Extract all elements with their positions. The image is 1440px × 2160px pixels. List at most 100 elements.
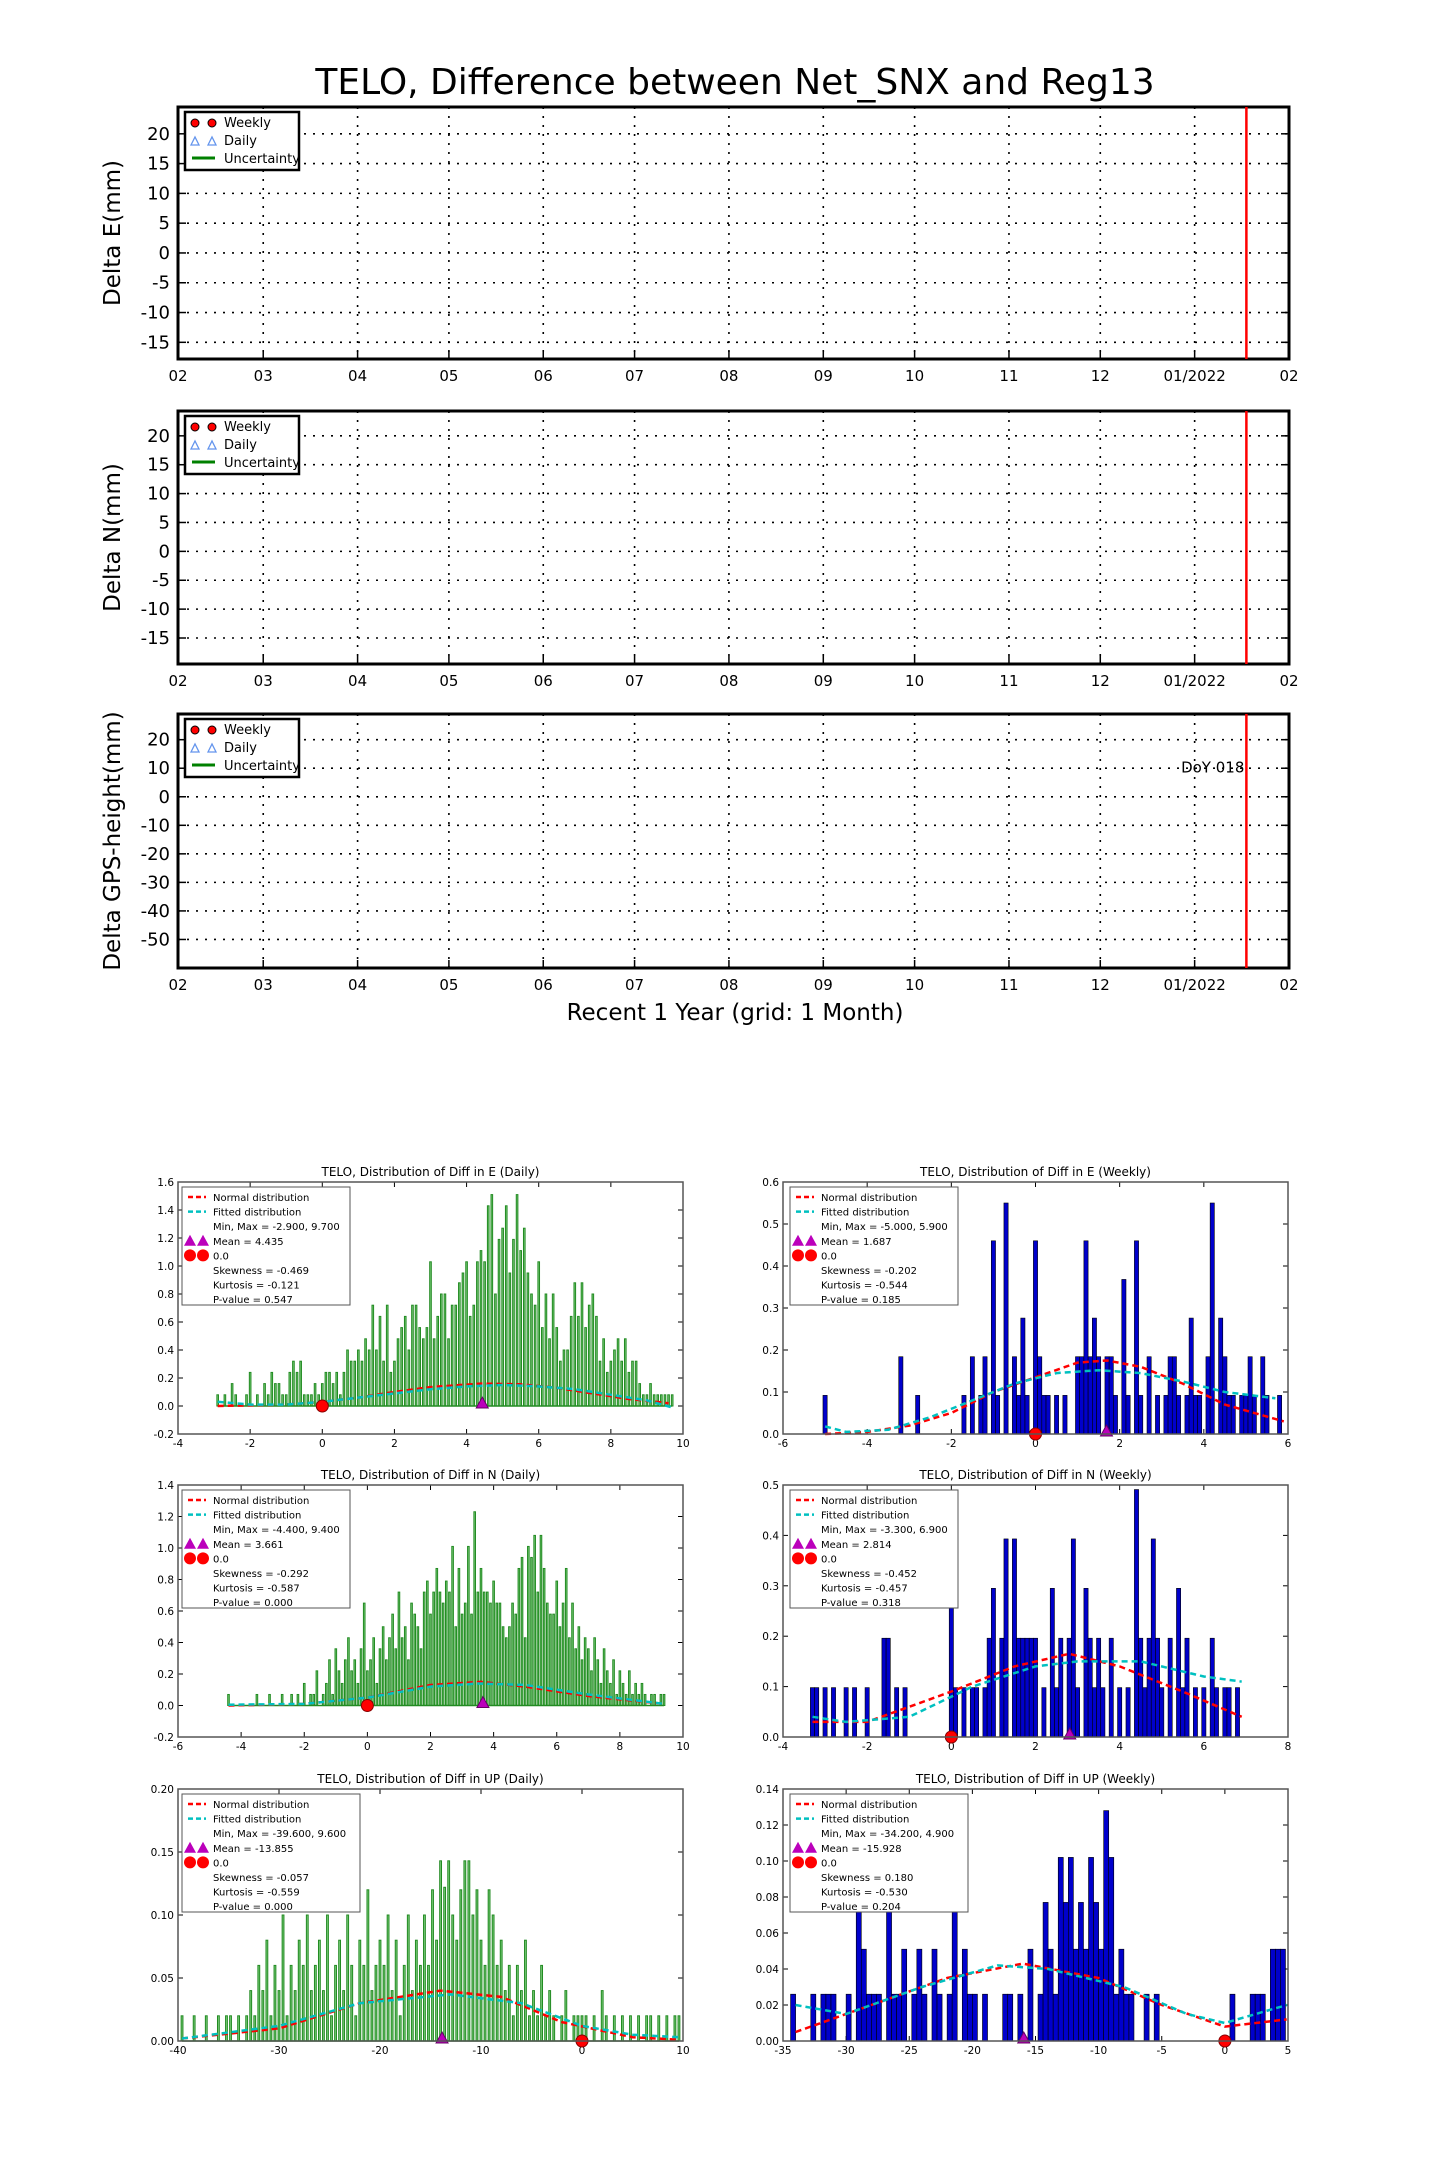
histogram-bar (402, 1964, 406, 2042)
histogram-bar (407, 1349, 411, 1407)
mean-legend-icon (184, 1537, 196, 1549)
histogram-bar (605, 1670, 609, 1706)
histogram-bar (1075, 1687, 1080, 1738)
y-tick-label: 0.3 (762, 1581, 779, 1593)
histogram-title: TELO, Distribution of Diff in N (Daily) (320, 1468, 540, 1482)
x-tick-label: 12 (1091, 367, 1110, 385)
weekly-marker-icon (190, 118, 200, 128)
fitted-distribution-curve (795, 1964, 1288, 2025)
zero-marker-icon (315, 1399, 329, 1413)
histogram-bar (407, 1659, 410, 1706)
histogram-bar (1073, 1948, 1079, 2042)
legend-box (789, 1186, 959, 1306)
legend-minmax: Min, Max = -34.200, 4.900 (821, 1829, 954, 1840)
y-tick-label: 0.5 (762, 1480, 779, 1492)
histogram-bar (1052, 1993, 1059, 2042)
histogram-bar (473, 1511, 476, 1707)
x-tick-label: 8 (1285, 1741, 1292, 1753)
histogram-bar (982, 1687, 988, 1738)
histogram-bar (577, 1315, 580, 1407)
histogram-bar (234, 1394, 238, 1407)
histogram-title: TELO, Distribution of Diff in E (Daily) (321, 1165, 540, 1179)
x-tick-label: 05 (439, 976, 458, 994)
histogram-bar (657, 2015, 661, 2042)
normal-distribution-curve (228, 1680, 665, 1707)
normal-distribution-curve (217, 1382, 669, 1408)
histogram-bar (297, 1939, 301, 2042)
histogram-bar (378, 1939, 382, 2042)
histogram-bar (560, 2015, 564, 2042)
histogram-bar (896, 1993, 902, 2042)
histogram-bar (1155, 1637, 1160, 1738)
histogram-bar (1062, 1395, 1068, 1435)
legend-box (181, 1489, 351, 1609)
daily-marker-icon (189, 439, 218, 450)
weekly-marker-icon (207, 725, 217, 735)
legend-fitted: Fitted distribution (821, 1511, 909, 1522)
histogram-bar (524, 1939, 527, 2042)
histogram-bar (1093, 1902, 1099, 2042)
histogram-title: TELO, Distribution of Diff in E (Weekly) (919, 1165, 1151, 1179)
histogram-bar (338, 1939, 342, 2042)
histogram-bar (580, 1282, 584, 1407)
x-tick-label: 02 (168, 672, 187, 690)
legend-normal: Normal distribution (213, 1800, 309, 1811)
histogram-bar (1264, 1395, 1270, 1435)
histogram-bar (866, 1993, 872, 2042)
histogram-bar (948, 1588, 954, 1738)
histogram-bar (414, 1939, 418, 2042)
x-tick-label: 11 (999, 976, 1018, 994)
histogram-bar (670, 1394, 674, 1407)
legend-entry: Uncertainty (224, 152, 300, 167)
legend-fitted: Fitted distribution (213, 1511, 301, 1522)
y-tick-label: 0.12 (756, 1820, 779, 1832)
histogram-bar (580, 1659, 584, 1706)
histogram-bar (302, 1682, 306, 1706)
x-tick-label: 05 (439, 367, 458, 385)
histogram-bar (986, 1637, 992, 1738)
histogram-bar (1083, 1240, 1089, 1435)
histogram-bar (418, 1327, 421, 1407)
legend-mean: Mean = 3.661 (213, 1540, 284, 1551)
x-tick-label: 2 (427, 1741, 434, 1753)
histogram-bar (855, 1902, 862, 2042)
histogram-bar (295, 1371, 299, 1407)
x-tick-label: -2 (245, 1438, 255, 1450)
histogram-bar (1083, 1588, 1089, 1738)
histogram-bar (1096, 1356, 1102, 1435)
histogram-bar (375, 1682, 379, 1706)
histogram-bar (358, 1939, 362, 2042)
histogram-bar (530, 1556, 533, 1706)
histogram-bar (822, 1687, 828, 1738)
y-tick-label: 10 (147, 484, 170, 505)
mean-marker-icon (476, 1695, 490, 1708)
y-tick-label: 0.14 (756, 1784, 780, 1796)
histogram-bar (1260, 1356, 1266, 1435)
histogram-bar (495, 1964, 499, 2042)
histogram-bar (1098, 1948, 1104, 2042)
y-tick-label: -5 (152, 273, 170, 294)
zero-legend-icon (805, 1856, 817, 1869)
x-axis-label: Recent 1 Year (grid: 1 Month) (567, 1000, 904, 1026)
x-tick-label: -4 (778, 1741, 789, 1753)
histogram-bar (533, 1534, 536, 1707)
histogram-bar (326, 1914, 329, 2042)
x-tick-label: 03 (254, 367, 273, 385)
histogram-bar (642, 1394, 645, 1407)
y-tick-label: 1.6 (157, 1177, 174, 1189)
histogram-bar (961, 1948, 968, 2042)
y-tick-label: 0.1 (762, 1682, 779, 1694)
histogram-bar (1146, 1637, 1152, 1738)
x-tick-label: 01/2022 (1163, 367, 1225, 385)
histogram-bar (522, 1227, 526, 1407)
histogram-panel: TELO, Distribution of Diff in UP (Daily)… (151, 1772, 690, 2057)
histogram-bar (814, 1687, 820, 1738)
y-tick-label: 0.00 (151, 2036, 174, 2048)
legend-pvalue: P-value = 0.547 (213, 1295, 293, 1306)
x-tick-label: 06 (534, 672, 553, 690)
histogram-bar (1163, 1395, 1169, 1435)
zero-legend-icon (184, 1856, 196, 1869)
histogram-bar (504, 1205, 508, 1407)
histogram-bar (1134, 1489, 1139, 1738)
y-tick-label: 0.8 (157, 1289, 174, 1301)
